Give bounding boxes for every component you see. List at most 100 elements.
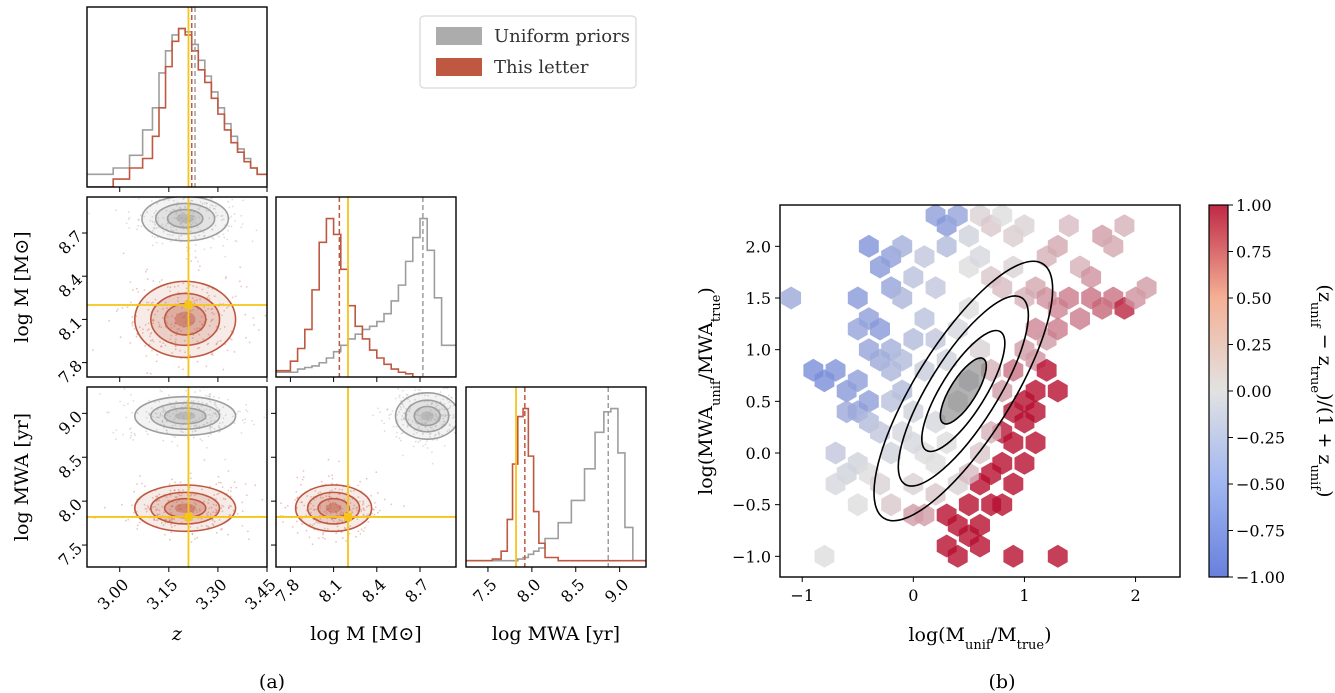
sample-point — [443, 387, 446, 390]
sample-point — [156, 310, 159, 312]
sample-point — [160, 279, 163, 281]
sample-point — [324, 527, 326, 530]
sample-point — [241, 223, 244, 225]
sample-point — [458, 414, 460, 416]
sample-point — [214, 412, 217, 415]
sample-point — [411, 420, 414, 423]
sample-point — [193, 400, 195, 402]
sample-point — [174, 524, 176, 527]
sample-point — [210, 320, 212, 323]
sample-point — [426, 447, 429, 449]
sample-point — [413, 429, 416, 432]
colorbar-tick-label: −0.25 — [1236, 429, 1285, 448]
sample-point — [194, 237, 197, 240]
sample-point — [215, 531, 218, 534]
sample-point — [242, 419, 244, 422]
sample-point — [317, 492, 320, 494]
sample-point — [200, 517, 203, 520]
sample-point — [227, 470, 230, 472]
sample-point — [177, 414, 180, 416]
sample-point — [325, 504, 328, 507]
sample-point — [424, 422, 427, 424]
sample-point — [174, 417, 176, 420]
sample-point — [173, 208, 176, 211]
sample-point — [214, 401, 216, 404]
sample-point — [165, 420, 168, 423]
sample-point — [179, 207, 182, 210]
sample-point — [211, 519, 214, 521]
sample-point — [230, 225, 233, 228]
sample-point — [159, 413, 162, 416]
sample-point — [155, 519, 158, 522]
hex-cell — [958, 296, 979, 320]
sample-point — [180, 234, 183, 237]
sample-point — [189, 494, 192, 497]
sample-point — [223, 309, 226, 312]
sample-point — [221, 314, 223, 317]
density-contour-uniform — [404, 399, 450, 433]
sample-point — [130, 301, 132, 304]
sample-point — [435, 419, 438, 421]
sample-point — [338, 488, 341, 491]
hexbin-plot-panel-b: −1 0 1 2 −1.0 −0.5 0.0 0.5 1.0 1.5 2.0 log(Munif/Mt… — [695, 196, 1335, 653]
sample-point — [156, 413, 159, 415]
sample-point — [210, 419, 213, 422]
sample-point — [207, 395, 210, 398]
hex-cell — [925, 276, 946, 300]
sample-point — [129, 281, 132, 283]
sample-point — [204, 309, 207, 312]
sample-point — [131, 324, 134, 327]
sample-point — [398, 396, 401, 399]
sample-point — [218, 422, 221, 425]
density-contour-uniform — [154, 202, 216, 235]
sample-point — [376, 492, 379, 494]
sample-point — [175, 338, 177, 341]
sample-point — [167, 199, 170, 202]
legend-label-uniform: Uniform priors — [494, 26, 630, 47]
sample-point — [196, 360, 199, 363]
sample-point — [190, 477, 192, 480]
sample-point — [314, 490, 317, 492]
legend-swatch-letter — [436, 58, 482, 76]
sample-point — [441, 414, 443, 416]
sample-point — [329, 503, 332, 506]
sample-point — [107, 411, 110, 414]
sample-point — [328, 495, 331, 498]
x-tick-label: 8.1 — [315, 575, 346, 606]
density-contour-uniform — [163, 407, 207, 425]
sample-point — [218, 481, 220, 484]
y-tick-label: 8.5 — [55, 451, 86, 482]
sample-point — [151, 319, 154, 322]
sample-point — [224, 277, 227, 280]
sample-point — [197, 400, 200, 403]
sample-point — [443, 408, 446, 411]
sample-point — [191, 533, 194, 536]
sample-point — [148, 414, 151, 416]
sample-point — [236, 513, 239, 515]
sample-point — [361, 503, 364, 506]
sample-point — [119, 400, 121, 403]
sample-point — [295, 490, 298, 493]
sample-point — [174, 322, 176, 324]
sample-point — [170, 518, 173, 521]
sample-point — [329, 490, 331, 492]
sample-point — [153, 518, 156, 521]
sample-point — [222, 233, 225, 236]
sample-point — [194, 219, 196, 221]
sample-point — [402, 423, 405, 426]
sample-point — [176, 504, 179, 506]
sample-cloud-uniform — [99, 387, 266, 461]
y-axis-label-logMWA: log MWA [yr] — [11, 413, 33, 541]
sample-point — [155, 209, 158, 212]
sample-point — [173, 217, 176, 219]
sample-point — [222, 497, 225, 500]
sample-point — [92, 349, 94, 351]
sample-point — [218, 193, 220, 195]
sample-point — [161, 242, 164, 245]
sample-point — [184, 321, 187, 324]
sample-point — [242, 199, 245, 202]
sample-point — [132, 400, 135, 402]
sample-point — [192, 321, 194, 324]
sample-point — [418, 427, 420, 430]
hex-cell — [1114, 214, 1135, 238]
